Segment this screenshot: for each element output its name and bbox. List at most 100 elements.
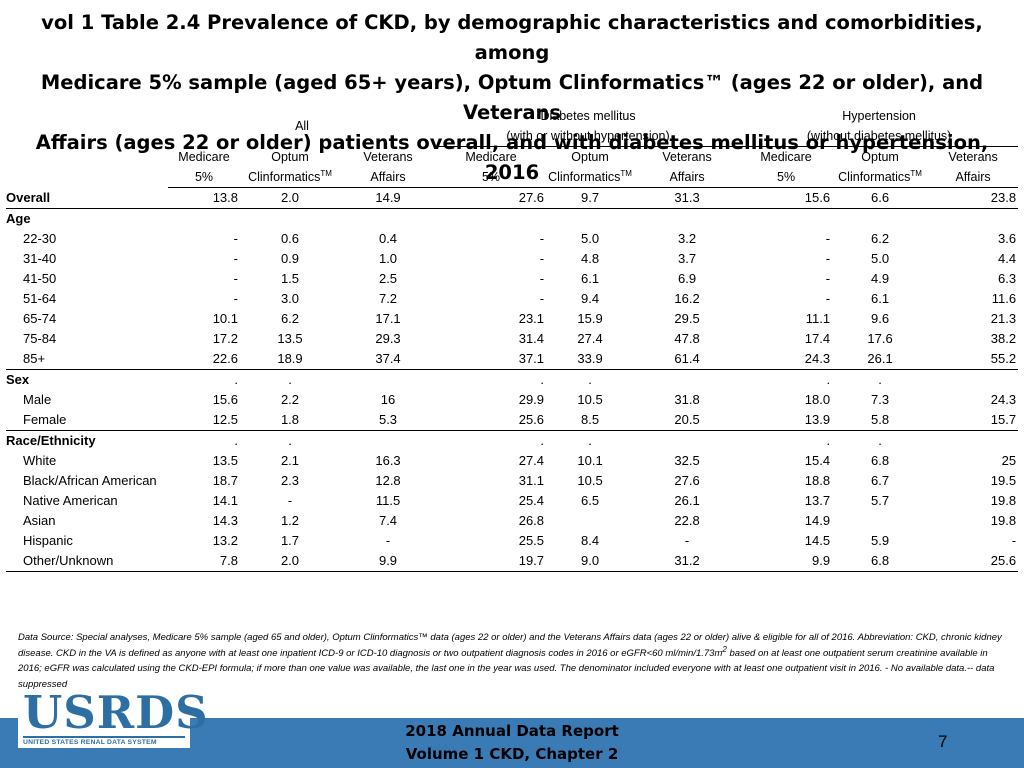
table-cell: 4.8 [580, 251, 600, 266]
row-race-1: Black/African American 18.7 2.3 12.8 31.1 10.… [6, 471, 1018, 491]
table-cell: 23.8 [928, 187, 1019, 209]
table-cell: . [878, 372, 882, 387]
table-cell: 6.6 [832, 187, 929, 209]
table-cell: 6.1 [871, 291, 890, 306]
table-cell: 26.1 [832, 349, 929, 370]
column-header-bottom-text: 5% [194, 170, 214, 184]
table-cell: - [825, 271, 831, 286]
trademark-superscript: TM [620, 168, 632, 178]
table-cell: . [288, 433, 292, 448]
table-cell: - [825, 291, 831, 306]
column-header-top-0: Medicare [178, 149, 230, 164]
table-cell [340, 370, 436, 391]
table-cell: 61.4 [634, 349, 741, 370]
table-cell [168, 209, 240, 230]
table-cell: 10.1 [212, 311, 238, 326]
table-cell: 5.3 [340, 410, 437, 431]
table-cell: 4.4 [998, 251, 1017, 266]
table-cell: - [825, 251, 831, 266]
column-header-top-7: Optum [861, 150, 899, 164]
group-dm-header: Diabetes mellitus [540, 109, 636, 123]
table-cell: 3.7 [678, 251, 697, 266]
row-sex-0: Male 15.6 2.2 16 29.9 10.5 31.8 18.0 7.3 24.3 [6, 390, 1018, 410]
table-cell: 22.6 [168, 349, 240, 370]
prevalence-table: All Diabetes mellitus Hypertension (with… [6, 106, 1019, 572]
table-cell: 31.4 [518, 331, 545, 346]
group-all-header: All [295, 119, 309, 134]
column-header-top-3: Medicare [465, 150, 517, 164]
table-cell: 29.3 [375, 331, 401, 346]
column-header-top-1: Optum [271, 149, 309, 164]
row-age-4: 65-74 10.1 6.2 17.1 23.1 15.9 29.5 11.1 9.6 21.3 [6, 309, 1018, 329]
table-cell [928, 431, 1018, 452]
title-line-2: Medicare 5% sample (aged 65+ years), Opt… [40, 71, 984, 124]
row-label: Native American [23, 493, 118, 508]
column-header-bottom-3: 5% [436, 167, 547, 188]
table-cell: 17.6 [867, 331, 893, 346]
row-label: Hispanic [23, 533, 73, 548]
table-cell: 15.9 [577, 311, 603, 326]
column-header-bottom-5: Affairs [634, 167, 741, 188]
column-header-bottom-0: 5% [168, 167, 240, 188]
table-cell: 27.6 [674, 473, 700, 488]
group-htn-subheader: (without diabetes mellitus) [740, 126, 1019, 147]
table-cell: - [825, 231, 831, 246]
table-cell: 2.2 [280, 392, 300, 407]
column-header-row-bottom: 5% ClinformaticsTM Affairs 5% ClinformaticsT… [6, 167, 1019, 188]
table-cell: 27.4 [577, 331, 603, 346]
table-cell: 3.0 [280, 291, 300, 306]
table-cell: 14.9 [804, 513, 831, 528]
table-cell: - [539, 291, 545, 306]
table-cell: 8.4 [580, 533, 600, 548]
row-age-2: 41-50 - 1.5 2.5 - 6.1 6.9 - 4.9 6.3 [6, 269, 1018, 289]
table-cell: 20.5 [634, 410, 741, 431]
table-cell: 25 [1001, 453, 1017, 468]
table-cell: 7.3 [871, 392, 890, 407]
table-cell: 18.0 [804, 392, 831, 407]
table-cell: 13.5 [212, 453, 238, 468]
table-cell: 23.1 [518, 311, 545, 326]
table-cell: 5.8 [832, 410, 929, 431]
trademark-superscript: TM [910, 168, 922, 178]
table-cell [740, 209, 832, 230]
table-cell: 3.6 [998, 231, 1017, 246]
table-cell: 55.2 [928, 349, 1019, 370]
table-cell [240, 209, 340, 230]
table-cell: 47.8 [674, 331, 700, 346]
table-cell: 12.8 [375, 473, 401, 488]
table-cell: 2.5 [378, 271, 398, 286]
table-cell: . [288, 372, 292, 387]
table-cell: 2.1 [280, 453, 300, 468]
table-cell: 0.9 [280, 251, 300, 266]
table-cell: 1.5 [280, 271, 300, 286]
table-cell: 13.5 [277, 331, 303, 346]
column-header-bottom-text: Clinformatics [838, 170, 911, 184]
table-cell: 5.9 [871, 533, 890, 548]
group-dm-subheader: (with or without hypertension) [436, 126, 741, 147]
table-cell: 32.5 [674, 453, 700, 468]
table-cell: 9.9 [340, 551, 437, 572]
table-cell: 25.5 [518, 533, 545, 548]
page-title: vol 1 Table 2.4 Prevalence of CKD, by de… [10, 8, 1014, 188]
row-label: 85+ [6, 349, 168, 370]
column-header-bottom-text: Clinformatics [548, 170, 621, 184]
table-cell: 15.7 [928, 410, 1019, 431]
table-cell: 13.9 [740, 410, 833, 431]
page-number: 7 [938, 732, 948, 751]
logo-rule [23, 736, 185, 738]
table-cell: 6.9 [678, 271, 697, 286]
table-cell: 21.3 [990, 311, 1017, 326]
table-cell [340, 431, 436, 452]
table-cell: 37.1 [436, 349, 547, 370]
table-cell: 6.2 [871, 231, 890, 246]
table-cell: 27.4 [518, 453, 545, 468]
table-cell: 31.3 [634, 187, 741, 209]
table-cell: 5.0 [580, 231, 600, 246]
table-cell: 6.7 [871, 473, 890, 488]
table-cell: 18.9 [240, 349, 340, 370]
table-cell: 25.6 [928, 551, 1019, 572]
table-cell: 17.1 [375, 311, 401, 326]
table-cell: - [233, 291, 238, 306]
table-cell: 29.5 [674, 311, 700, 326]
table-cell: - [684, 533, 690, 548]
